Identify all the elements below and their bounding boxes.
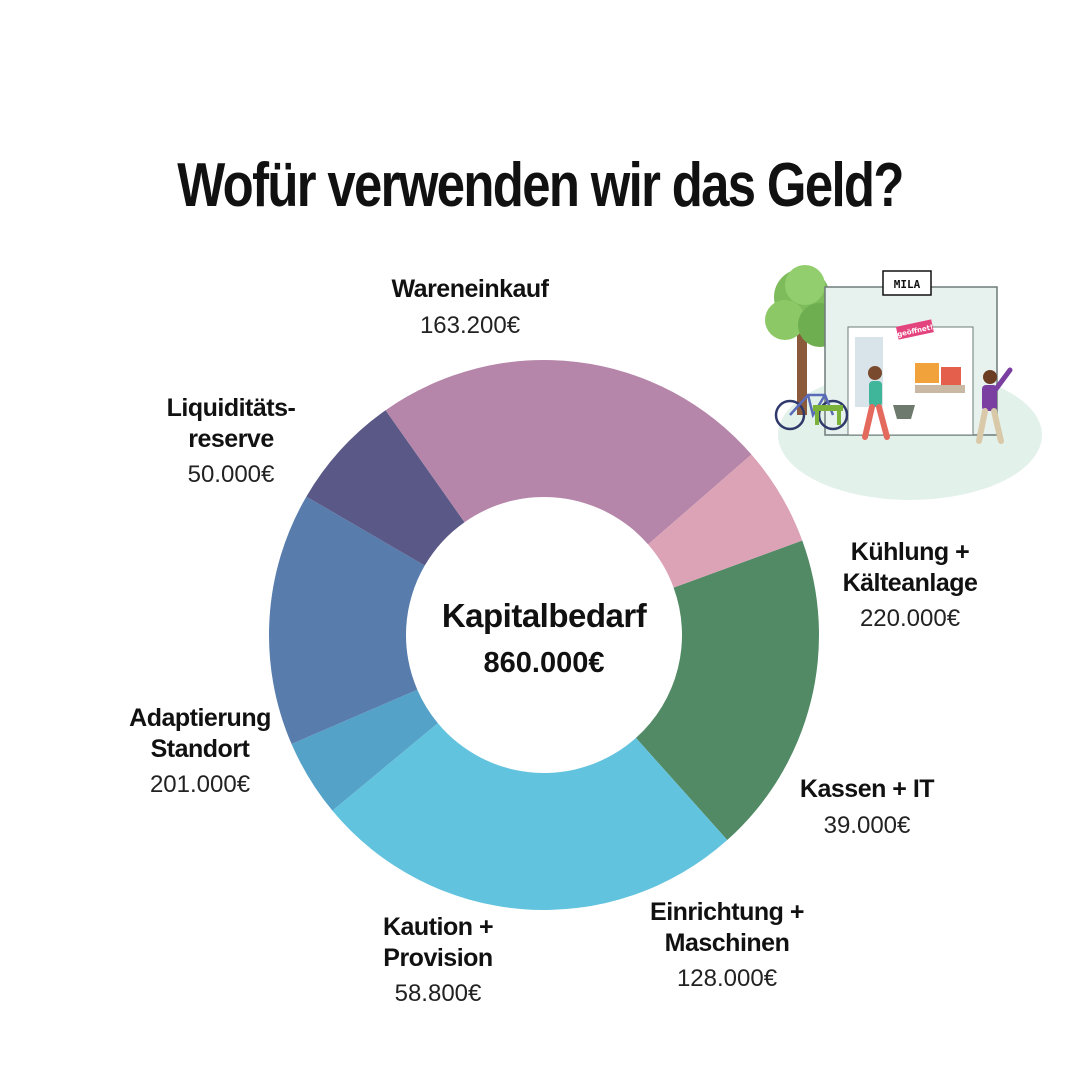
slice-label: Kühlung + Kälteanlage [842, 538, 978, 597]
label-liquiditaet: Liquiditäts- reserve 50.000€ [167, 393, 296, 489]
slice-label: Einrichtung + Maschinen [650, 898, 804, 957]
center-total: 860.000€ [483, 647, 605, 679]
page-title: Wofür verwenden wir das Geld? [177, 151, 904, 220]
donut-slice-kuehlung [332, 723, 728, 910]
slice-value: 220.000€ [859, 605, 961, 632]
slice-label: Liquiditäts- reserve [166, 394, 296, 453]
tree-icon [765, 265, 842, 415]
bench-icon [813, 405, 843, 425]
slice-value: 50.000€ [187, 461, 275, 488]
donut-slice-wareneinkauf [635, 540, 819, 841]
label-wareneinkauf: Wareneinkauf 163.200€ [391, 274, 549, 340]
storefront-icon: MILA geöffnet! [824, 270, 998, 436]
slice-value: 163.200€ [419, 311, 521, 339]
slice-value: 58.800€ [394, 980, 482, 1007]
person-waving-icon [976, 367, 1013, 444]
donut-slice-adaptierung [385, 360, 752, 545]
slice-label: Kaution + Provision [382, 913, 494, 972]
donut-slice-liquiditaet [648, 454, 803, 588]
slice-value: 201.000€ [149, 771, 251, 798]
donut-slice-kassen [291, 689, 438, 811]
label-einrichtung: Einrichtung + Maschinen 128.000€ [650, 897, 804, 993]
shopping-basket-icon [893, 405, 915, 419]
label-kuehlung: Kühlung + Kälteanlage 220.000€ [843, 537, 978, 633]
slice-value: 39.000€ [823, 811, 911, 839]
slice-label: Kassen + IT [799, 775, 935, 803]
person-walking-icon [862, 366, 890, 440]
store-sign-text: MILA [894, 278, 921, 291]
label-adaptierung: Adaptierung Standort 201.000€ [129, 703, 271, 799]
donut-center-label: Kapitalbedarf 860.000€ [441, 597, 647, 680]
store-illustration: MILA geöffnet! [765, 265, 1042, 500]
slice-label: Adaptierung Standort [129, 704, 271, 763]
label-kaution: Kaution + Provision 58.800€ [382, 912, 494, 1008]
donut-slice-kaution [306, 410, 465, 566]
slice-label: Wareneinkauf [391, 275, 549, 303]
center-title: Kapitalbedarf [441, 597, 647, 634]
donut-slice-einrichtung [269, 496, 425, 745]
slice-value: 128.000€ [676, 965, 778, 992]
label-kassen: Kassen + IT 39.000€ [799, 774, 935, 840]
